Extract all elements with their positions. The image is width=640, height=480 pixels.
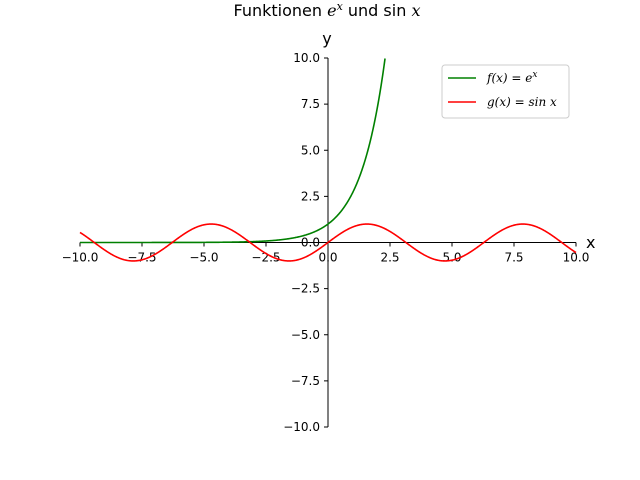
x-tick-label: −10.0: [62, 251, 99, 265]
x-axis-ticks: −10.0 −7.5 −5.0 −2.5 0.0 2.5 5.0 7.5 10.0: [62, 242, 590, 265]
y-tick-label: 5.0: [301, 143, 320, 157]
legend: f(x) = ex g(x) = sin x: [441, 64, 570, 119]
y-tick-label: −10.0: [283, 420, 320, 434]
y-tick-label: −2.5: [291, 282, 320, 296]
legend-label: f(x) = ex: [486, 70, 537, 85]
y-tick-label: −7.5: [291, 374, 320, 388]
x-tick-label: 10.0: [563, 251, 590, 265]
x-axis-label: x: [586, 233, 595, 252]
y-tick-label: 2.5: [301, 189, 320, 203]
y-axis-ticks: −10.0 −7.5 −5.0 −2.5 0.0 2.5 5.0 7.5 10.0: [283, 51, 328, 434]
x-tick-label: −7.5: [127, 251, 156, 265]
x-tick-label: 2.5: [380, 251, 399, 265]
y-tick-label: 7.5: [301, 97, 320, 111]
series-group: [79, 58, 577, 262]
series-line-exp: [80, 58, 386, 244]
y-tick-label: 10.0: [293, 51, 320, 65]
series-line-sin: [79, 223, 577, 262]
x-tick-label: −5.0: [189, 251, 218, 265]
x-tick-label: 0.0: [318, 251, 337, 265]
chart-title: Funktionen ex und sin x: [234, 0, 421, 20]
y-tick-label: −5.0: [291, 328, 320, 342]
x-tick-label: 7.5: [504, 251, 523, 265]
y-tick-label: 0.0: [301, 236, 320, 250]
legend-items: f(x) = ex g(x) = sin x: [448, 70, 557, 109]
y-axis-label: y: [322, 29, 331, 48]
legend-label: g(x) = sin x: [487, 95, 557, 109]
x-tick-label: −2.5: [251, 251, 280, 265]
